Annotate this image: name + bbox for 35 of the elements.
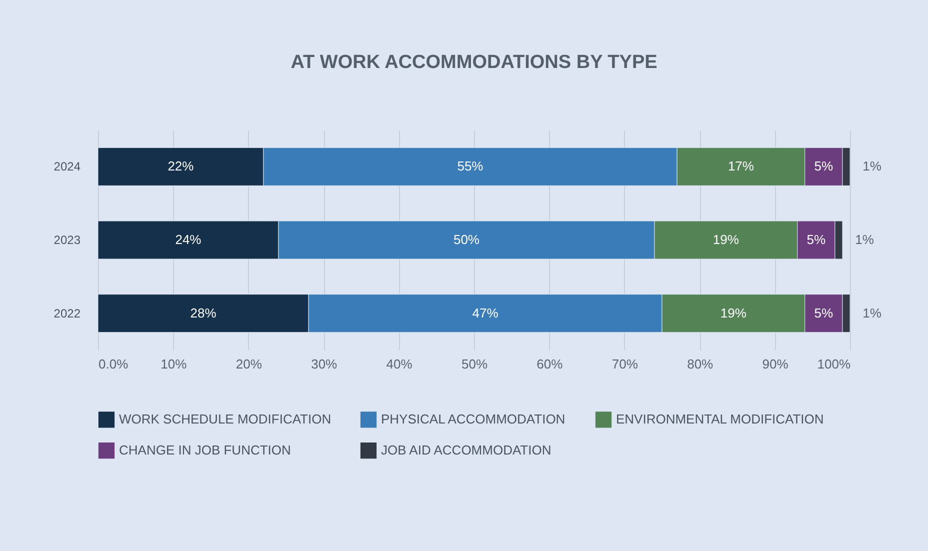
data-label: 17% [728,158,754,174]
data-label: 24% [175,232,202,247]
y-tick-label: 2023 [54,233,81,247]
data-label: 5% [806,232,826,247]
x-tick-label: 50% [461,356,488,372]
x-tick-label: 10% [160,356,188,372]
data-label: 1% [862,158,882,174]
y-tick-label: 2024 [54,160,81,174]
data-label: 50% [453,232,480,247]
data-label: 22% [168,158,194,174]
legend-label: JOB AID ACCOMMODATION [381,442,552,458]
x-tick-label: 100% [817,356,851,372]
data-label: 55% [457,158,484,174]
legend-label: PHYSICAL ACCOMMODATION [381,412,566,427]
data-label: 5% [814,158,834,174]
legend-label: CHANGE IN JOB FUNCTION [119,442,291,458]
x-tick-label: 70% [612,356,638,372]
data-label: 47% [472,305,499,320]
data-label: 1% [855,232,874,247]
legend-label: WORK SCHEDULE MODIFICATION [119,412,332,427]
data-label: 28% [190,305,217,320]
x-tick-label: 20% [236,356,262,372]
x-tick-label: 60% [536,356,564,372]
data-label: 1% [862,305,882,320]
x-tick-label: 40% [386,356,413,372]
data-label: 19% [712,232,740,247]
x-tick-label: 90% [762,356,789,372]
legend-label: ENVIRONMENTAL MODIFICATION [616,412,824,427]
data-label: 19% [720,305,747,320]
x-tick-label: 30% [311,356,338,372]
x-tick-label: 0.0% [98,356,129,372]
x-tick-label: 80% [687,356,714,372]
y-tick-label: 2022 [54,306,81,320]
data-label: 5% [814,305,834,320]
chart-title: AT WORK ACCOMMODATIONS BY TYPE [290,52,658,73]
